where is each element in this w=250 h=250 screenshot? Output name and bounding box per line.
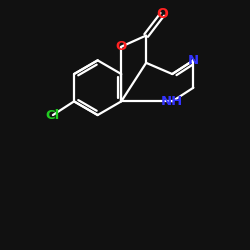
Text: Cl: Cl [46, 108, 60, 122]
Text: N: N [188, 54, 199, 67]
Text: O: O [116, 40, 127, 53]
Text: O: O [156, 7, 168, 21]
Text: NH: NH [161, 95, 183, 108]
